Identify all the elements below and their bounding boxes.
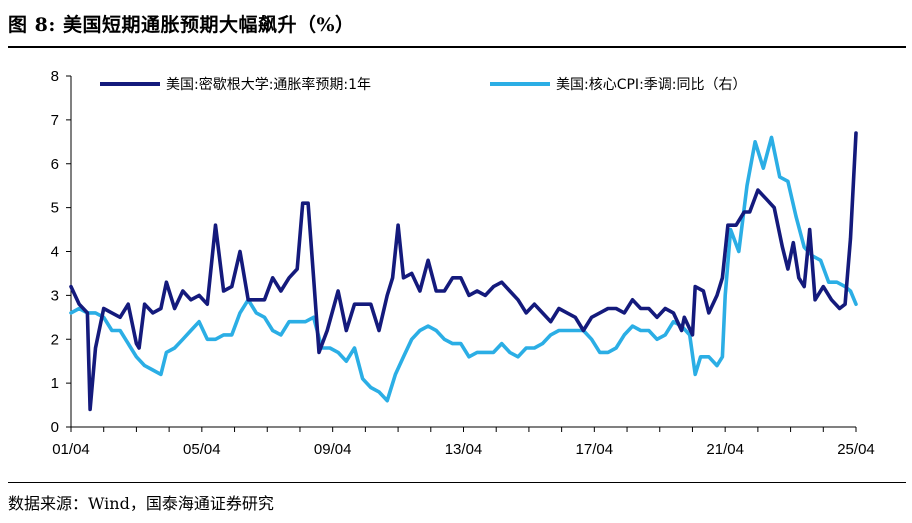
- y-tick-label: 2: [51, 331, 59, 348]
- x-tick-label: 13/04: [445, 441, 483, 458]
- figure-title: 图 8: 美国短期通胀预期大幅飙升（%）: [8, 14, 355, 36]
- x-tick-label: 17/04: [576, 441, 614, 458]
- y-tick-label: 1: [51, 375, 59, 392]
- y-tick-label: 4: [51, 244, 59, 261]
- y-tick-label: 3: [51, 287, 59, 304]
- title-divider: [8, 46, 906, 48]
- chart-legend: 美国:密歇根大学:通胀率预期:1年 美国:核心CPI:季调:同比（右）: [100, 76, 747, 93]
- legend-item-michigan-label: 美国:密歇根大学:通胀率预期:1年: [166, 76, 371, 93]
- source-divider: [8, 482, 906, 483]
- x-tick-label: 21/04: [706, 441, 744, 458]
- chart-axes: 0 1 2 3 4 5 6 7 8 01/04 05/04 09/04 13/04 17/04 21/04 2…: [51, 68, 875, 458]
- source-note: 数据来源：Wind，国泰海通证券研究: [8, 494, 274, 513]
- y-tick-label: 0: [51, 419, 59, 436]
- y-tick-label: 6: [51, 156, 59, 173]
- x-tick-label: 05/04: [183, 441, 221, 458]
- series-line-core-cpi: [69, 135, 858, 403]
- y-tick-label: 7: [51, 112, 59, 129]
- y-tick-label: 8: [51, 68, 59, 85]
- x-tick-label: 09/04: [314, 441, 352, 458]
- y-tick-label: 5: [51, 200, 59, 217]
- x-tick-label: 01/04: [52, 441, 90, 458]
- x-tick-label: 25/04: [837, 441, 875, 458]
- line-chart: 0 1 2 3 4 5 6 7 8 01/04 05/04 09/04 13/04 17/04 21/04 2…: [51, 68, 875, 458]
- series-layer: [69, 131, 858, 412]
- series-line-michigan-expectation: [69, 131, 858, 412]
- legend-item-core-cpi-label: 美国:核心CPI:季调:同比（右）: [556, 77, 747, 93]
